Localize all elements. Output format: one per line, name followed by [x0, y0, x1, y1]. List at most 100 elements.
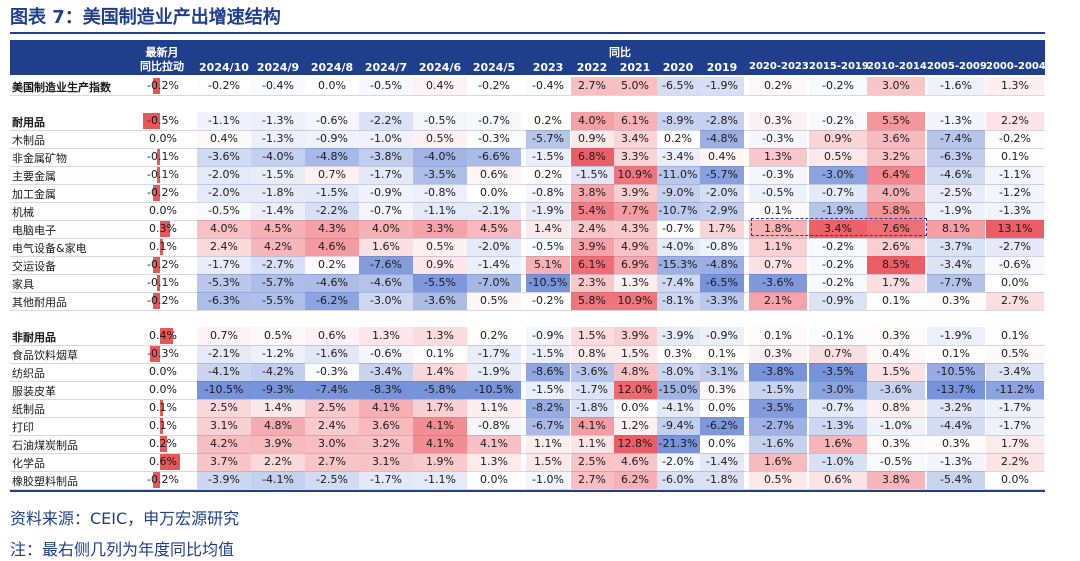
table-cell: 2.7%	[986, 292, 1044, 310]
column-header: 2005-2009	[927, 61, 987, 72]
table-cell: -3.0%	[809, 381, 867, 399]
row-gridline	[10, 202, 1045, 203]
table-cell: -0.4%	[526, 77, 570, 95]
table-cell: 2.5%	[197, 399, 251, 417]
table-cell: 0.9%	[570, 130, 614, 148]
table-cell: 0.8%	[867, 399, 925, 417]
table-cell: 12.0%	[613, 381, 657, 399]
row-gridline	[10, 184, 1045, 185]
table-cell: -2.7%	[749, 417, 807, 435]
table-cell: 2.2%	[251, 453, 305, 471]
row-gridline	[10, 238, 1045, 239]
table-cell: 1.6%	[359, 238, 413, 256]
contrib-value: 0.0%	[149, 365, 177, 378]
table-cell: -5.3%	[197, 274, 251, 292]
table-cell: -2.2%	[359, 112, 413, 130]
table-cell: -1.7%	[986, 399, 1044, 417]
column-header: 2022	[576, 61, 608, 74]
column-header: 2021	[619, 61, 651, 74]
table-cell: -1.0%	[867, 417, 925, 435]
row-label: 电气设备&家电	[12, 242, 87, 255]
contrib-value: 0.1%	[149, 401, 177, 414]
table-cell: 3.3%	[613, 148, 657, 166]
table-cell: -1.9%	[467, 363, 521, 381]
column-header: 2020-2023	[749, 61, 809, 72]
contrib-bar	[153, 293, 160, 309]
table-cell: -2.8%	[700, 112, 744, 130]
table-cell: -0.7%	[809, 184, 867, 202]
table-cell: -11.0%	[656, 166, 700, 184]
table-cell: -0.6%	[986, 256, 1044, 274]
footnote: 注：最右侧几列为年度同比均值	[10, 540, 235, 559]
table-cell: -6.2%	[700, 417, 744, 435]
column-header: 2020	[662, 61, 694, 74]
table-cell: 5.4%	[570, 202, 614, 220]
row-label: 机械	[12, 206, 34, 219]
table-cell: -7.6%	[359, 256, 413, 274]
table-cell: -1.9%	[700, 77, 744, 95]
table-cell: -5.5%	[251, 292, 305, 310]
table-cell: -1.1%	[413, 471, 467, 489]
table-cell: -5.8%	[413, 381, 467, 399]
table-cell: 0.4%	[413, 77, 467, 95]
row-label: 打印	[12, 421, 34, 434]
table-cell: -7.4%	[305, 381, 359, 399]
table-cell: 3.6%	[867, 130, 925, 148]
table-cell: 4.9%	[613, 238, 657, 256]
table-cell: -3.0%	[809, 166, 867, 184]
table-cell: -0.2%	[809, 256, 867, 274]
table-cell: 0.2%	[664, 132, 692, 145]
table-cell: -0.7%	[657, 220, 700, 238]
table-cell: -2.0%	[197, 166, 251, 184]
column-header: 2024/8	[310, 61, 354, 74]
table-cell: -5.5%	[413, 274, 467, 292]
table-cell: -3.5%	[413, 166, 467, 184]
contrib-value: 0.4%	[149, 329, 177, 342]
table-cell: -3.9%	[656, 327, 700, 345]
table-cell: -1.3%	[251, 112, 305, 130]
table-cell: 1.3%	[359, 327, 413, 345]
contrib-bar	[153, 78, 160, 94]
table-cell: 5.8%	[867, 202, 925, 220]
table-cell: -0.9%	[700, 327, 744, 345]
table-cell: -4.0%	[413, 148, 467, 166]
row-label: 纸制品	[12, 403, 45, 416]
table-cell: 4.0%	[570, 112, 614, 130]
table-cell: 4.1%	[570, 417, 614, 435]
table-cell: 2.4%	[197, 238, 251, 256]
row-label: 石油煤炭制品	[12, 439, 78, 452]
table-cell: 1.9%	[413, 453, 467, 471]
table-cell: -10.7%	[656, 202, 700, 220]
table-cell: -11.2%	[986, 381, 1044, 399]
table-cell: 1.7%	[867, 274, 925, 292]
table-cell: 8.5%	[867, 256, 925, 274]
table-cell: -0.7%	[467, 112, 521, 130]
table-cell: -0.8%	[700, 238, 744, 256]
table-cell: -3.8%	[359, 148, 413, 166]
table-cell: 4.0%	[359, 220, 413, 238]
row-gridline	[10, 310, 1045, 311]
table-cell: -1.7%	[467, 345, 521, 363]
table-cell: -2.5%	[305, 471, 359, 489]
table-cell: -6.2%	[305, 292, 359, 310]
table-cell: 0.2%	[480, 329, 508, 342]
table-cell: -1.6%	[749, 435, 807, 453]
table-cell: 3.1%	[359, 453, 413, 471]
table-cell: -0.9%	[809, 292, 867, 310]
table-cell: 0.6%	[809, 471, 867, 489]
table-cell: -8.2%	[526, 399, 570, 417]
table-cell: -3.8%	[749, 363, 807, 381]
contrib-bar	[153, 185, 160, 201]
table-cell: -1.0%	[526, 471, 570, 489]
table-cell: -4.1%	[656, 399, 700, 417]
table-cell: -1.1%	[986, 166, 1044, 184]
table-header	[10, 40, 1045, 75]
table-cell: -2.1%	[467, 202, 521, 220]
table-cell: -6.3%	[927, 148, 985, 166]
row-gridline	[10, 381, 1045, 382]
table-cell: -1.5%	[526, 148, 570, 166]
row-gridline	[10, 256, 1045, 257]
table-cell: 1.1%	[749, 238, 807, 256]
table-cell: -0.9%	[526, 327, 570, 345]
table-cell: 2.2%	[986, 112, 1044, 130]
